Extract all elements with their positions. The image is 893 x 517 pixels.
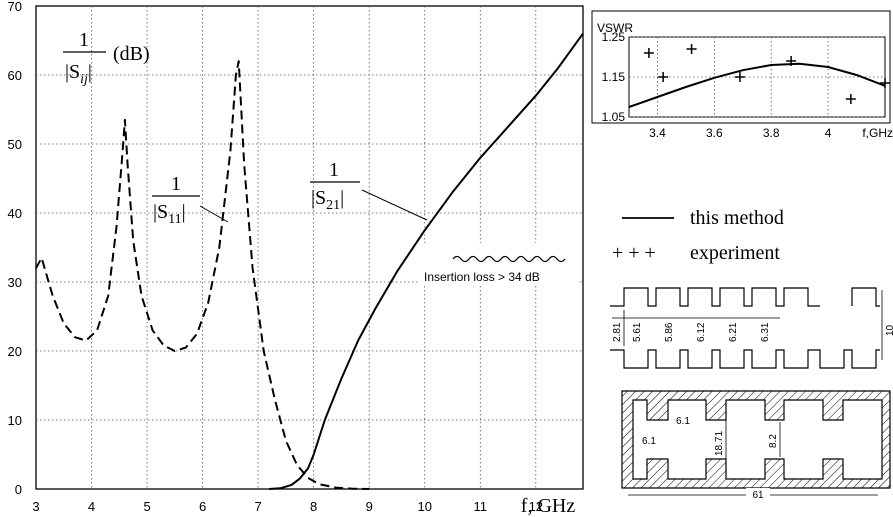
dim-6-1-a: 6.1 <box>676 416 690 427</box>
main-x-tick-label: 11 <box>474 499 488 514</box>
main-y-tick-label: 60 <box>8 68 22 83</box>
vswr-x-label: f,GHz <box>862 126 893 140</box>
vswr-experiment-point <box>786 56 797 66</box>
main-x-tick-label: 12 <box>529 499 543 514</box>
main-x-tick-label: 8 <box>310 499 317 514</box>
s21-label-s: |S <box>311 187 326 209</box>
main-y-ticks: 0 10 20 30 40 50 60 70 <box>8 0 22 497</box>
s11-label: 1 |S11| <box>152 173 229 227</box>
main-x-tick-label: 7 <box>255 499 262 514</box>
s21-series-line <box>269 33 584 490</box>
s21-label-numerator: 1 <box>329 159 339 181</box>
y-label-s: |S <box>65 61 80 83</box>
annotation-background <box>418 243 578 285</box>
dim-5-61: 5.61 <box>632 322 643 342</box>
vswr-experiment-point <box>880 78 890 88</box>
y-label-subscript: ij <box>80 72 88 87</box>
vswr-x-tick-label: 4 <box>825 126 832 140</box>
section-hatched-body <box>621 390 891 489</box>
dim-10: 10 <box>885 324 893 336</box>
vswr-y-ticks: 1.05 1.15 1.25 <box>602 30 626 124</box>
main-y-tick-label: 0 <box>15 482 22 497</box>
s11-label-numerator: 1 <box>171 173 181 195</box>
main-series <box>35 33 584 490</box>
main-x-tick-label: 10 <box>417 499 431 514</box>
legend-line-label: this method <box>690 207 784 229</box>
dim-6-12: 6.12 <box>696 322 707 342</box>
s11-label-leader <box>199 205 229 223</box>
main-y-tick-label: 10 <box>8 413 22 428</box>
vswr-experiment-point <box>734 72 745 82</box>
main-x-ticks: 3 4 5 6 7 8 9 10 11 12 <box>32 499 543 514</box>
s11-label-bar: | <box>182 201 186 223</box>
svg-text:|S11|: |S11| <box>153 201 186 227</box>
s21-label-subscript: 21 <box>326 198 340 213</box>
legend-marker-swatch: + + + <box>612 242 656 264</box>
lower-corrugation <box>610 349 880 369</box>
svg-text:|S21|: |S21| <box>311 187 344 213</box>
main-x-label: f, GHz <box>521 495 576 517</box>
main-x-tick-label: 9 <box>366 499 373 514</box>
dim-6-21: 6.21 <box>728 322 739 342</box>
vswr-inset: VSWR 1.05 1.15 1.25 3.4 3.6 3.8 4 f,GHz <box>591 10 893 140</box>
vswr-y-tick-label: 1.15 <box>602 70 626 84</box>
s11-label-s: |S <box>153 201 168 223</box>
s21-label-leader <box>361 189 428 221</box>
vswr-y-tick-label: 1.05 <box>602 110 626 124</box>
s21-label: 1 |S21| <box>310 159 428 221</box>
main-y-tick-label: 40 <box>8 206 22 221</box>
svg-text:|Sij|: |Sij| <box>65 61 92 87</box>
insertion-loss-annotation: Insertion loss > 34 dB <box>418 243 578 285</box>
dim-6-1-b: 6.1 <box>642 436 656 447</box>
vswr-experiment-point <box>845 94 856 104</box>
main-y-tick-label: 70 <box>8 0 22 14</box>
wavy-line-icon <box>452 255 566 263</box>
vswr-x-tick-label: 3.6 <box>706 126 723 140</box>
main-x-tick-label: 3 <box>32 499 39 514</box>
vswr-experiment-point <box>686 44 697 54</box>
main-x-tick-label: 5 <box>143 499 150 514</box>
vswr-x-tick-label: 3.8 <box>763 126 780 140</box>
main-x-tick-label: 6 <box>199 499 206 514</box>
s21-label-bar: | <box>340 187 344 209</box>
dim-6-31: 6.31 <box>760 322 771 342</box>
dim-5-86: 5.86 <box>664 322 675 342</box>
upper-corrugation <box>610 287 880 307</box>
legend: this method + + + experiment <box>612 207 784 264</box>
s11-label-subscript: 11 <box>168 212 181 227</box>
insertion-loss-text: Insertion loss > 34 dB <box>424 270 540 284</box>
main-y-tick-label: 50 <box>8 137 22 152</box>
main-x-tick-label: 4 <box>88 499 95 514</box>
y-label-bar: | <box>88 61 92 83</box>
vswr-experiment-point <box>643 48 654 58</box>
dim-61: 61 <box>752 490 764 501</box>
vswr-method-line <box>628 62 886 108</box>
vswr-x-ticks: 3.4 3.6 3.8 4 <box>649 126 832 140</box>
y-label-numerator: 1 <box>79 29 89 51</box>
main-y-tick-label: 30 <box>8 275 22 290</box>
main-y-label: 1 |Sij| (dB) <box>63 29 150 87</box>
vswr-title: VSWR <box>597 21 633 35</box>
dim-2-81: 2.81 <box>612 322 623 342</box>
main-plot-frame <box>35 5 584 490</box>
vswr-x-tick-label: 3.4 <box>649 126 666 140</box>
main-y-tick-label: 20 <box>8 344 22 359</box>
waveguide-profile-diagram: 2.81 5.61 5.86 6.12 6.21 6.31 10 <box>610 287 893 369</box>
dim-18-71: 18.71 <box>714 431 725 456</box>
waveguide-section-diagram: 6.1 6.1 18.71 8.2 61 <box>621 390 891 501</box>
dim-8-2: 8.2 <box>768 434 779 448</box>
vswr-experiment-point <box>658 72 669 82</box>
y-label-unit: (dB) <box>113 43 150 65</box>
vswr-y-tick-label: 1.25 <box>602 30 626 44</box>
dim-61-label-bg <box>746 488 770 500</box>
s11-series-line <box>35 60 370 490</box>
vswr-series <box>628 44 890 108</box>
legend-marker-label: experiment <box>690 242 780 264</box>
vswr-outer-frame <box>591 10 891 124</box>
